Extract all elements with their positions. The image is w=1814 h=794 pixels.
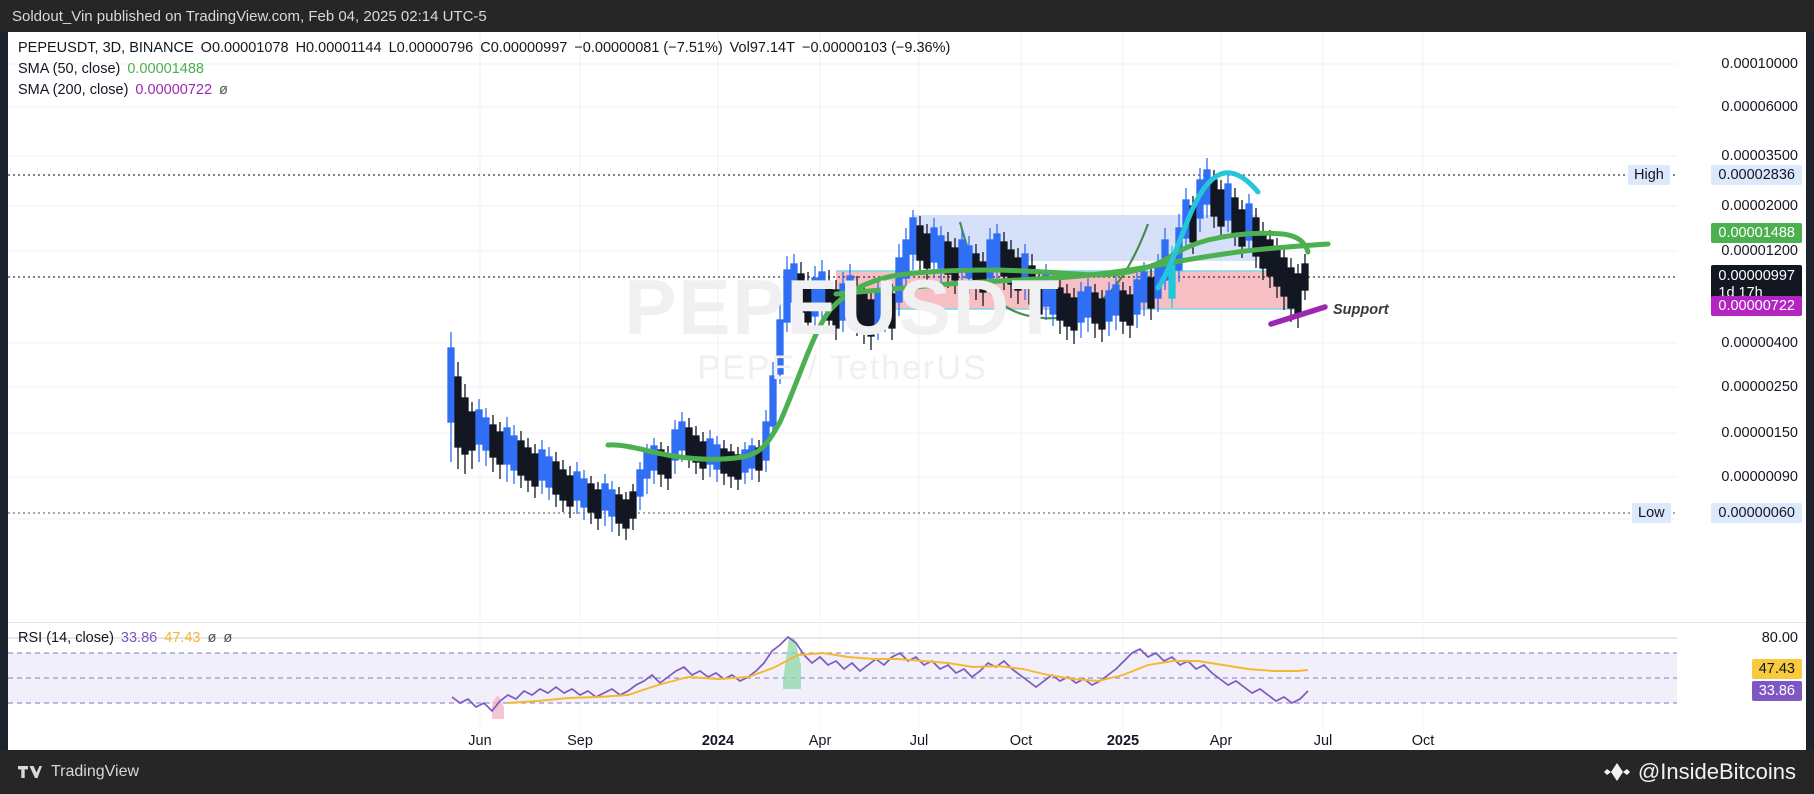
price-tick: 0.00006000 — [1721, 99, 1798, 115]
support-trendline — [1268, 304, 1328, 327]
vertical-gridlines — [479, 32, 1424, 620]
sma50-price-label: 0.00001488 — [1711, 223, 1802, 243]
period-low-tag: Low — [1632, 503, 1671, 523]
rsi-extra-glyph-1: ø — [207, 630, 217, 646]
sma200-label: SMA (200, close) — [18, 82, 129, 98]
sma200-price-label: 0.00000722 — [1711, 296, 1802, 316]
rsi-value: 33.86 — [120, 630, 158, 646]
period-high-price-label: 0.00002836 — [1711, 165, 1802, 185]
rsi-label[interactable]: RSI (14, close) — [18, 630, 114, 646]
publisher-handle[interactable]: @InsideBitcoins — [1603, 759, 1796, 785]
symbol-label[interactable]: PEPEUSDT, 3D, BINANCE — [18, 40, 194, 56]
change-value: −0.00000081 (−7.51%) — [574, 40, 723, 56]
rsi-legend-row: RSI (14, close) 33.86 47.43 ø ø — [18, 628, 232, 649]
tradingview-brand-text: TradingView — [51, 763, 140, 780]
period-high-tag: High — [1628, 165, 1670, 185]
price-chart-svg — [8, 32, 1677, 620]
price-tick: 0.00000250 — [1721, 379, 1798, 395]
close-value: C0.00000997 — [480, 40, 568, 56]
time-tick-year: 2025 — [1106, 733, 1140, 749]
rsi-legend[interactable]: RSI (14, close) 33.86 47.43 ø ø — [18, 628, 232, 649]
publisher-text: Soldout_Vin published on TradingView.com… — [12, 7, 487, 25]
rsi-axis[interactable]: 80.00 47.43 33.86 — [1677, 623, 1806, 733]
rsi-ma-line — [507, 652, 1309, 704]
horizontal-gridlines — [8, 63, 1677, 520]
support-annotation-label: Support — [1333, 302, 1389, 318]
ohlc-legend-row: PEPEUSDT, 3D, BINANCE O0.00001078 H0.000… — [18, 38, 950, 59]
candlestick-series — [447, 158, 1309, 540]
price-pane[interactable]: PEPEUSDT PEPE / TetherUS — [8, 32, 1806, 620]
time-tick: Oct — [1009, 733, 1033, 749]
open-value: O0.00001078 — [200, 40, 289, 56]
time-tick: Jul — [1313, 733, 1333, 749]
time-tick: Oct — [1411, 733, 1435, 749]
rsi-line — [451, 635, 1309, 713]
sma50-line — [605, 230, 1311, 462]
price-legend[interactable]: PEPEUSDT, 3D, BINANCE O0.00001078 H0.000… — [18, 38, 950, 101]
volume-change-value: −0.00000103 (−9.36%) — [801, 40, 951, 56]
cyan-trend-overlay — [1155, 170, 1261, 291]
rsi-spike-highlight — [783, 637, 801, 689]
sma50-legend-row[interactable]: SMA (50, close) 0.00001488 — [18, 59, 950, 80]
rsi-pane[interactable]: 80.00 47.43 33.86 RSI (14, close) 33.86 … — [8, 622, 1806, 733]
rsi-band-lines — [8, 652, 1677, 704]
rsi-ma-value-label: 47.43 — [1751, 659, 1802, 679]
time-tick: Apr — [1209, 733, 1233, 749]
time-axis[interactable]: Jun Sep 2024 Apr Jul Oct 2025 Apr Jul Oc… — [8, 732, 1806, 750]
period-low-price-label: 0.00000060 — [1711, 503, 1802, 523]
rsi-plot-area[interactable] — [8, 623, 1677, 733]
time-tick-year: 2024 — [701, 733, 735, 749]
price-tick: 0.00000400 — [1721, 335, 1798, 351]
rsi-tick-80: 80.00 — [1761, 630, 1798, 646]
last-price-value: 0.00000997 — [1718, 268, 1795, 284]
sma200-line — [833, 241, 1331, 297]
sma50-label: SMA (50, close) — [18, 61, 121, 77]
publisher-bar: Soldout_Vin published on TradingView.com… — [0, 0, 1814, 32]
chart-container[interactable]: PEPEUSDT PEPE / TetherUS — [8, 32, 1806, 750]
price-tick: 0.00003500 — [1721, 148, 1798, 164]
price-axis[interactable]: 0.00010000 0.00006000 0.00003500 0.00002… — [1677, 32, 1806, 620]
tradingview-logo-icon — [18, 765, 42, 778]
time-tick: Jul — [909, 733, 929, 749]
low-value: L0.00000796 — [388, 40, 474, 56]
price-tick: 0.00001200 — [1721, 243, 1798, 259]
high-value: H0.00001144 — [295, 40, 382, 56]
time-tick: Jun — [468, 733, 492, 749]
rsi-value-label: 33.86 — [1751, 681, 1802, 701]
price-tick: 0.00000150 — [1721, 425, 1798, 441]
publisher-handle-text: @InsideBitcoins — [1637, 759, 1796, 784]
rsi-chart-svg — [8, 623, 1677, 733]
sma200-extra-glyph: ø — [219, 82, 228, 98]
diamond-cluster-icon — [1603, 763, 1630, 781]
footer-bar: TradingView @InsideBitcoins — [0, 750, 1814, 794]
price-plot-area[interactable]: PEPEUSDT PEPE / TetherUS — [8, 32, 1677, 620]
sma200-value: 0.00000722 — [135, 82, 213, 98]
sma50-value: 0.00001488 — [127, 61, 204, 77]
price-tick: 0.00000090 — [1721, 469, 1798, 485]
time-tick: Apr — [808, 733, 832, 749]
price-tick: 0.00010000 — [1721, 56, 1798, 72]
rsi-ma-value: 47.43 — [164, 630, 201, 646]
rsi-extra-glyph-2: ø — [223, 630, 233, 646]
rsi-neutral-band — [8, 653, 1677, 703]
price-tick: 0.00002000 — [1721, 198, 1798, 214]
tradingview-brand[interactable]: TradingView — [18, 763, 139, 781]
volume-value: Vol97.14T — [729, 40, 795, 56]
time-tick: Sep — [567, 733, 593, 749]
sma200-legend-row[interactable]: SMA (200, close) 0.00000722 ø — [18, 80, 950, 101]
